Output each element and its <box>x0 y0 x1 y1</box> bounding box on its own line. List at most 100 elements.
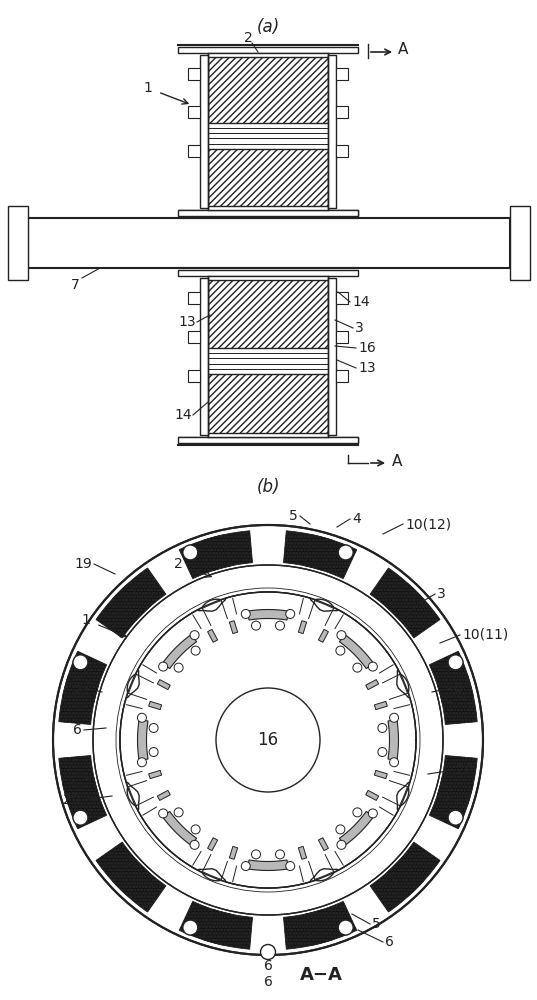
Polygon shape <box>188 106 200 118</box>
Polygon shape <box>370 859 424 912</box>
Circle shape <box>448 655 463 670</box>
Polygon shape <box>366 680 379 690</box>
Circle shape <box>190 631 199 640</box>
Circle shape <box>338 545 353 560</box>
Polygon shape <box>229 621 238 634</box>
Circle shape <box>73 810 88 825</box>
Polygon shape <box>208 276 328 280</box>
Polygon shape <box>208 53 328 57</box>
Text: 2: 2 <box>173 557 183 571</box>
Polygon shape <box>149 701 162 710</box>
Polygon shape <box>437 675 477 724</box>
Polygon shape <box>8 206 28 280</box>
Text: 19: 19 <box>74 557 92 571</box>
Text: 14: 14 <box>175 408 192 422</box>
Text: 6: 6 <box>264 959 272 973</box>
Circle shape <box>216 688 320 792</box>
Text: 8: 8 <box>454 681 463 695</box>
Text: 6: 6 <box>264 975 272 989</box>
Text: 3: 3 <box>437 587 446 601</box>
Polygon shape <box>305 901 357 945</box>
Polygon shape <box>336 370 348 382</box>
Polygon shape <box>208 276 328 348</box>
Polygon shape <box>208 206 328 210</box>
Circle shape <box>137 758 147 767</box>
Text: (b): (b) <box>256 478 280 496</box>
Polygon shape <box>339 811 374 846</box>
Polygon shape <box>96 842 149 896</box>
Polygon shape <box>429 777 474 829</box>
Polygon shape <box>188 292 200 304</box>
Circle shape <box>241 862 250 871</box>
Polygon shape <box>336 331 348 343</box>
Circle shape <box>275 850 285 859</box>
Polygon shape <box>137 720 148 760</box>
Polygon shape <box>112 859 166 912</box>
Circle shape <box>158 809 168 818</box>
Polygon shape <box>208 838 217 851</box>
Text: 3: 3 <box>355 321 364 335</box>
Polygon shape <box>388 720 398 760</box>
Circle shape <box>338 920 353 935</box>
Polygon shape <box>188 370 200 382</box>
Circle shape <box>378 723 387 732</box>
Polygon shape <box>59 675 99 724</box>
Polygon shape <box>188 68 200 80</box>
Circle shape <box>191 825 200 834</box>
Polygon shape <box>178 437 358 443</box>
Polygon shape <box>248 860 288 870</box>
Polygon shape <box>429 651 474 703</box>
Polygon shape <box>96 584 149 638</box>
Polygon shape <box>178 437 358 443</box>
Text: 6: 6 <box>73 723 82 737</box>
Polygon shape <box>299 846 307 859</box>
Circle shape <box>389 758 398 767</box>
Text: 5: 5 <box>289 509 298 523</box>
Circle shape <box>137 713 147 722</box>
Text: A−A: A−A <box>300 966 343 984</box>
Circle shape <box>149 748 158 757</box>
Polygon shape <box>318 838 329 851</box>
Text: 16: 16 <box>257 731 279 749</box>
Text: 1: 1 <box>143 81 153 95</box>
Polygon shape <box>318 629 329 642</box>
Polygon shape <box>208 53 328 123</box>
Text: 7: 7 <box>71 278 79 292</box>
Polygon shape <box>248 610 288 620</box>
Text: 5: 5 <box>372 917 381 931</box>
Circle shape <box>336 825 345 834</box>
Polygon shape <box>336 106 348 118</box>
Text: A: A <box>398 42 408 57</box>
Polygon shape <box>374 701 387 710</box>
Polygon shape <box>299 621 307 634</box>
Polygon shape <box>336 292 348 304</box>
Circle shape <box>149 723 158 732</box>
Circle shape <box>120 592 416 888</box>
Polygon shape <box>200 278 208 435</box>
Text: 13: 13 <box>358 361 375 375</box>
Polygon shape <box>157 790 170 800</box>
Circle shape <box>337 631 346 640</box>
Circle shape <box>190 840 199 849</box>
Circle shape <box>241 609 250 618</box>
Polygon shape <box>149 770 162 779</box>
Circle shape <box>73 655 88 670</box>
Polygon shape <box>510 206 530 280</box>
Polygon shape <box>229 846 238 859</box>
Polygon shape <box>387 842 440 896</box>
Polygon shape <box>179 535 231 579</box>
Polygon shape <box>179 901 231 945</box>
Polygon shape <box>203 909 252 949</box>
Polygon shape <box>157 680 170 690</box>
Text: 13: 13 <box>178 315 196 329</box>
Circle shape <box>251 850 260 859</box>
Text: A: A <box>392 454 402 468</box>
Circle shape <box>275 621 285 630</box>
Polygon shape <box>370 568 424 621</box>
Circle shape <box>183 545 198 560</box>
Polygon shape <box>336 145 348 157</box>
Polygon shape <box>178 270 358 276</box>
Polygon shape <box>208 433 328 437</box>
Circle shape <box>353 808 362 817</box>
Polygon shape <box>162 634 197 669</box>
